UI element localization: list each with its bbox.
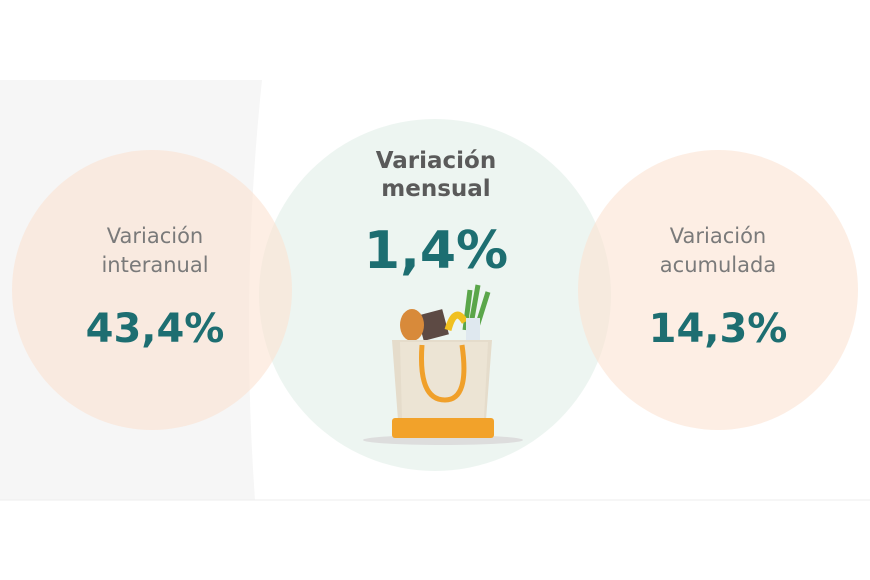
circle-left <box>12 150 292 430</box>
value: 1,4% <box>364 221 508 281</box>
circle-center <box>259 119 611 471</box>
label: Variación <box>107 224 203 248</box>
value: 14,3% <box>649 306 788 352</box>
label: Variación <box>376 148 497 174</box>
grocery-bag-icon <box>363 284 523 445</box>
value: 43,4% <box>86 306 225 352</box>
label: acumulada <box>660 253 776 277</box>
label: interanual <box>101 253 208 277</box>
label: Variación <box>670 224 766 248</box>
circle-right <box>578 150 858 430</box>
label: mensual <box>381 176 490 202</box>
